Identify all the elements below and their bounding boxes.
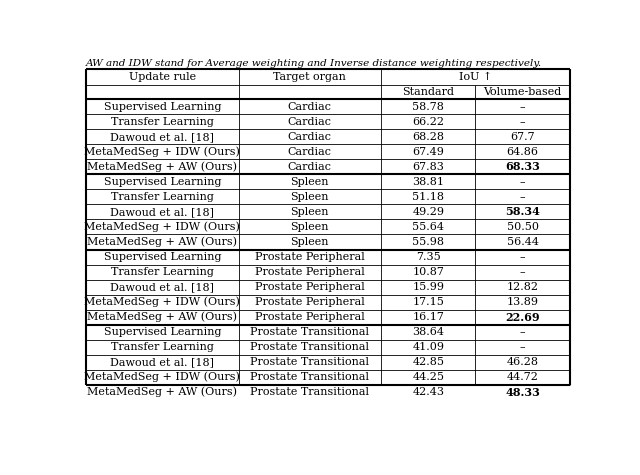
Text: –: – (520, 267, 525, 277)
Text: 17.15: 17.15 (412, 297, 444, 307)
Text: –: – (520, 117, 525, 127)
Text: 38.81: 38.81 (412, 177, 444, 187)
Text: Cardiac: Cardiac (288, 102, 332, 112)
Text: Spleen: Spleen (291, 222, 329, 232)
Text: 22.69: 22.69 (506, 312, 540, 323)
Text: –: – (520, 177, 525, 187)
Text: Dawoud et al. [18]: Dawoud et al. [18] (110, 207, 214, 217)
Text: 12.82: 12.82 (507, 282, 539, 292)
Text: 13.89: 13.89 (507, 297, 539, 307)
Text: 42.85: 42.85 (412, 357, 444, 367)
Text: MetaMedSeg + IDW (Ours): MetaMedSeg + IDW (Ours) (84, 372, 240, 382)
Text: MetaMedSeg + AW (Ours): MetaMedSeg + AW (Ours) (88, 312, 237, 323)
Text: –: – (520, 252, 525, 262)
Text: 58.78: 58.78 (412, 102, 444, 112)
Text: 67.83: 67.83 (412, 162, 444, 172)
Text: Supervised Learning: Supervised Learning (104, 177, 221, 187)
Text: Prostate Transitional: Prostate Transitional (250, 387, 369, 397)
Text: Cardiac: Cardiac (288, 147, 332, 157)
Text: MetaMedSeg + IDW (Ours): MetaMedSeg + IDW (Ours) (84, 222, 240, 232)
Text: 68.28: 68.28 (412, 132, 444, 142)
Text: Prostate Peripheral: Prostate Peripheral (255, 297, 365, 307)
Text: 58.34: 58.34 (505, 207, 540, 218)
Text: Prostate Peripheral: Prostate Peripheral (255, 267, 365, 277)
Text: Transfer Learning: Transfer Learning (111, 342, 214, 352)
Text: Cardiac: Cardiac (288, 132, 332, 142)
Text: 7.35: 7.35 (416, 252, 441, 262)
Text: 42.43: 42.43 (412, 387, 444, 397)
Text: Spleen: Spleen (291, 177, 329, 187)
Text: AW and IDW stand for Average weighting and Inverse distance weighting respective: AW and IDW stand for Average weighting a… (86, 59, 542, 68)
Text: Spleen: Spleen (291, 192, 329, 202)
Text: Spleen: Spleen (291, 237, 329, 247)
Text: Dawoud et al. [18]: Dawoud et al. [18] (110, 357, 214, 367)
Text: 15.99: 15.99 (412, 282, 444, 292)
Text: Supervised Learning: Supervised Learning (104, 102, 221, 112)
Text: 55.64: 55.64 (412, 222, 444, 232)
Text: MetaMedSeg + AW (Ours): MetaMedSeg + AW (Ours) (88, 162, 237, 172)
Text: 44.72: 44.72 (507, 372, 539, 382)
Text: Update rule: Update rule (129, 72, 196, 82)
Text: 38.64: 38.64 (412, 327, 444, 337)
Text: 55.98: 55.98 (412, 237, 444, 247)
Text: –: – (520, 192, 525, 202)
Text: Dawoud et al. [18]: Dawoud et al. [18] (110, 132, 214, 142)
Text: Cardiac: Cardiac (288, 162, 332, 172)
Text: –: – (520, 327, 525, 337)
Text: Prostate Transitional: Prostate Transitional (250, 372, 369, 382)
Text: Standard: Standard (403, 87, 454, 97)
Text: MetaMedSeg + IDW (Ours): MetaMedSeg + IDW (Ours) (84, 297, 240, 307)
Text: Supervised Learning: Supervised Learning (104, 252, 221, 262)
Text: 68.33: 68.33 (505, 162, 540, 172)
Text: 51.18: 51.18 (412, 192, 444, 202)
Text: Cardiac: Cardiac (288, 117, 332, 127)
Text: 67.7: 67.7 (510, 132, 535, 142)
Text: MetaMedSeg + AW (Ours): MetaMedSeg + AW (Ours) (88, 237, 237, 247)
Text: 49.29: 49.29 (412, 207, 444, 217)
Text: MetaMedSeg + IDW (Ours): MetaMedSeg + IDW (Ours) (84, 147, 240, 157)
Text: Transfer Learning: Transfer Learning (111, 117, 214, 127)
Text: 46.28: 46.28 (507, 357, 539, 367)
Text: Prostate Peripheral: Prostate Peripheral (255, 282, 365, 292)
Text: 67.49: 67.49 (412, 147, 444, 157)
Text: Prostate Transitional: Prostate Transitional (250, 342, 369, 352)
Text: Transfer Learning: Transfer Learning (111, 192, 214, 202)
Text: Prostate Transitional: Prostate Transitional (250, 327, 369, 337)
Text: 48.33: 48.33 (505, 387, 540, 398)
Text: Prostate Transitional: Prostate Transitional (250, 357, 369, 367)
Text: 50.50: 50.50 (507, 222, 539, 232)
Text: MetaMedSeg + AW (Ours): MetaMedSeg + AW (Ours) (88, 387, 237, 398)
Text: Prostate Peripheral: Prostate Peripheral (255, 312, 365, 322)
Text: Spleen: Spleen (291, 207, 329, 217)
Text: 10.87: 10.87 (412, 267, 444, 277)
Text: 64.86: 64.86 (507, 147, 539, 157)
Text: 66.22: 66.22 (412, 117, 444, 127)
Text: Dawoud et al. [18]: Dawoud et al. [18] (110, 282, 214, 292)
Text: Transfer Learning: Transfer Learning (111, 267, 214, 277)
Text: 56.44: 56.44 (507, 237, 539, 247)
Text: Target organ: Target organ (273, 72, 346, 82)
Text: Supervised Learning: Supervised Learning (104, 327, 221, 337)
Text: Volume-based: Volume-based (484, 87, 562, 97)
Text: IoU ↑: IoU ↑ (459, 72, 492, 82)
Text: –: – (520, 342, 525, 352)
Text: Prostate Peripheral: Prostate Peripheral (255, 252, 365, 262)
Text: –: – (520, 102, 525, 112)
Text: 44.25: 44.25 (412, 372, 444, 382)
Text: 16.17: 16.17 (412, 312, 444, 322)
Text: 41.09: 41.09 (412, 342, 444, 352)
